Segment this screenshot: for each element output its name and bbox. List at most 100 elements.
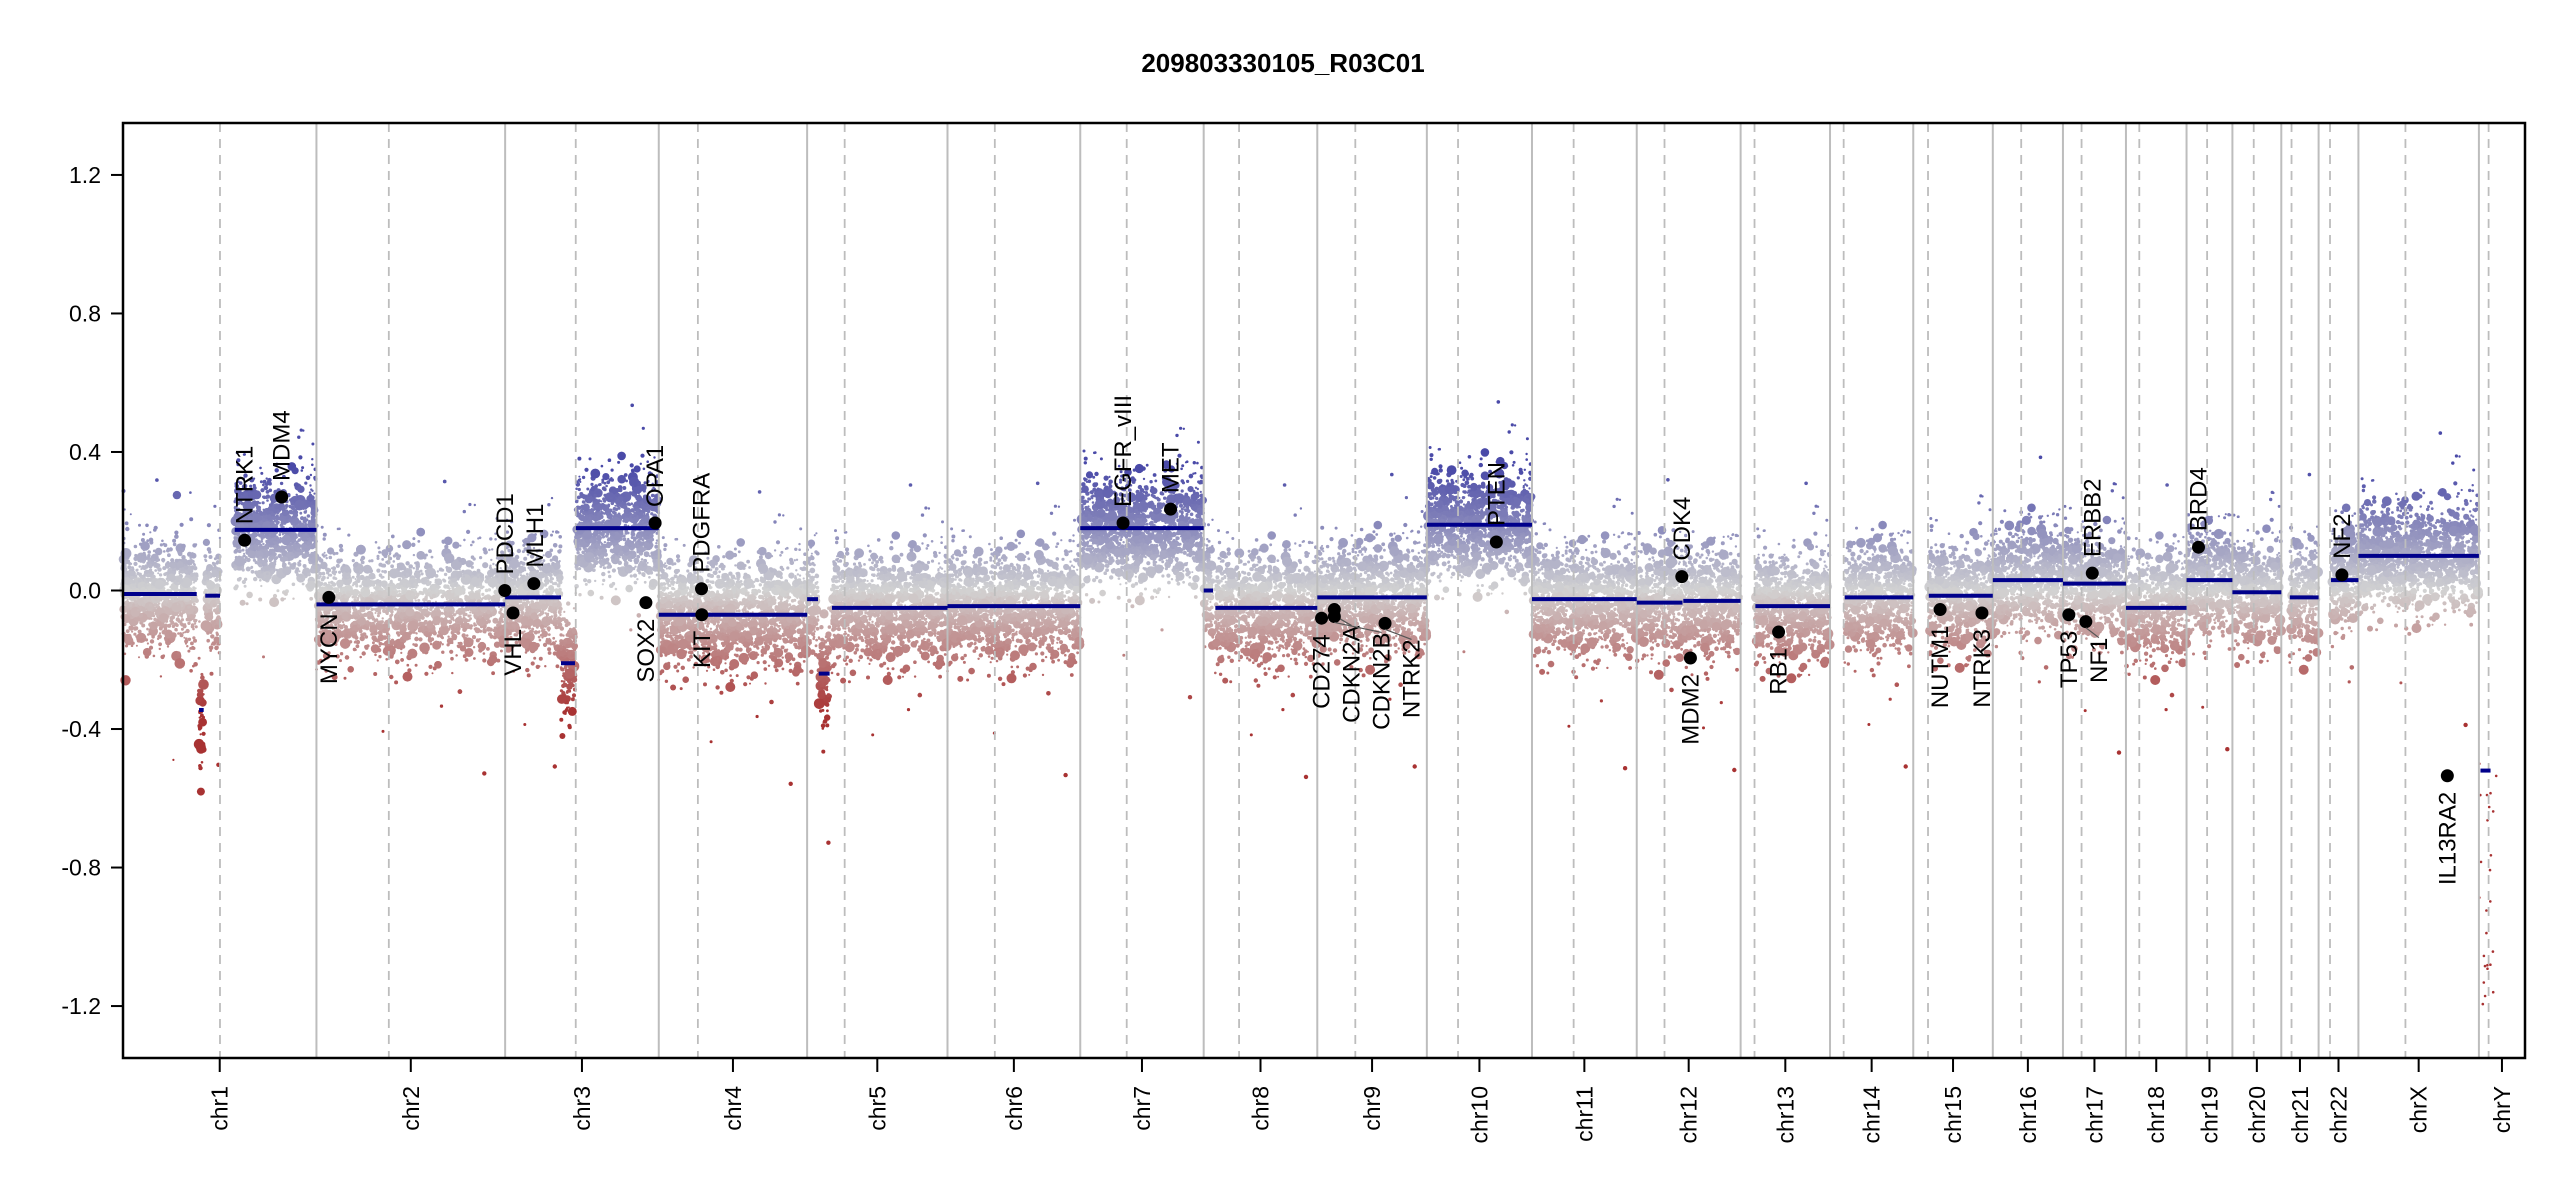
probe-point [178,570,181,573]
probe-point [310,474,312,476]
probe-point [125,527,129,531]
probe-point [191,553,195,557]
probe-point [157,622,161,626]
probe-point [267,515,271,519]
probe-point [128,562,131,565]
probe-point [132,580,135,583]
probe-point [167,561,170,564]
probe-point [311,554,314,557]
probe-point [167,553,171,557]
probe-point [159,632,161,634]
probe-point [141,567,144,570]
probe-point [177,603,179,605]
probe-point [265,540,268,543]
probe-point [268,550,272,554]
probe-point [234,567,238,571]
probe-point [296,548,300,552]
probe-point [146,573,150,577]
probe-point [208,614,212,618]
probe-point [262,496,265,499]
probe-point [204,555,207,558]
probe-point [309,597,313,601]
probe-point [280,482,283,485]
probe-point [134,545,138,549]
probe-point [302,534,306,538]
probe-point [192,647,195,650]
probe-point [205,607,207,609]
probe-point [177,632,180,635]
probe-point [306,534,309,537]
probe-point [138,524,141,527]
probe-point [125,571,128,574]
probe-point [193,581,195,583]
probe-point [187,622,190,625]
probe-point [210,634,214,638]
probe-point [199,681,203,685]
probe-point [255,538,257,540]
probe-point [207,523,211,527]
probe-point [202,716,205,719]
probe-point [270,570,274,574]
probe-point [311,443,314,446]
probe-point [165,596,168,599]
probe-point [179,612,183,616]
probe-point [301,469,304,472]
probe-point [142,533,145,536]
probe-point [285,504,289,508]
probe-point [210,672,214,676]
probe-point [198,725,203,730]
probe-point [177,547,181,551]
probe-point [266,499,269,502]
probe-point [272,517,276,521]
probe-point [290,534,293,537]
probe-point [171,602,181,612]
probe-point [189,669,193,673]
probe-point [153,655,156,658]
probe-point [193,639,197,643]
probe-point [148,564,153,569]
probe-point [259,467,262,470]
probe-point [139,573,142,576]
probe-point [155,563,159,567]
probe-point [291,553,294,556]
probe-point [289,546,292,549]
probe-point [156,604,159,607]
probe-point [263,509,265,511]
probe-point [136,645,138,647]
probe-point [201,761,204,764]
probe-point [276,569,279,572]
probe-point [280,549,282,551]
probe-point [147,642,149,644]
probe-point [212,641,217,646]
probe-point [130,570,136,576]
probe-point [140,541,150,551]
probe-point [148,589,151,592]
probe-point [296,494,298,496]
probe-point [262,501,265,504]
probe-point [158,642,162,646]
probe-point [196,744,205,753]
probe-point [296,496,298,498]
probe-point [125,644,128,647]
probe-point [138,656,140,658]
probe-point [189,491,192,494]
probe-point [150,618,152,620]
probe-point [155,478,159,482]
probe-point [164,624,168,628]
probe-point [215,599,219,603]
probe-point [268,540,271,543]
probe-point [242,580,246,584]
probe-point [184,631,186,633]
probe-point [173,565,175,567]
probe-point [174,534,179,539]
probe-point [131,644,134,647]
probe-point [294,482,299,487]
probe-point [139,613,143,617]
probe-point [139,565,142,568]
probe-point [279,517,283,521]
probe-point [251,570,255,574]
probe-point [213,505,216,508]
probe-point [129,603,133,607]
probe-point [190,569,193,572]
probe-point [183,624,187,628]
